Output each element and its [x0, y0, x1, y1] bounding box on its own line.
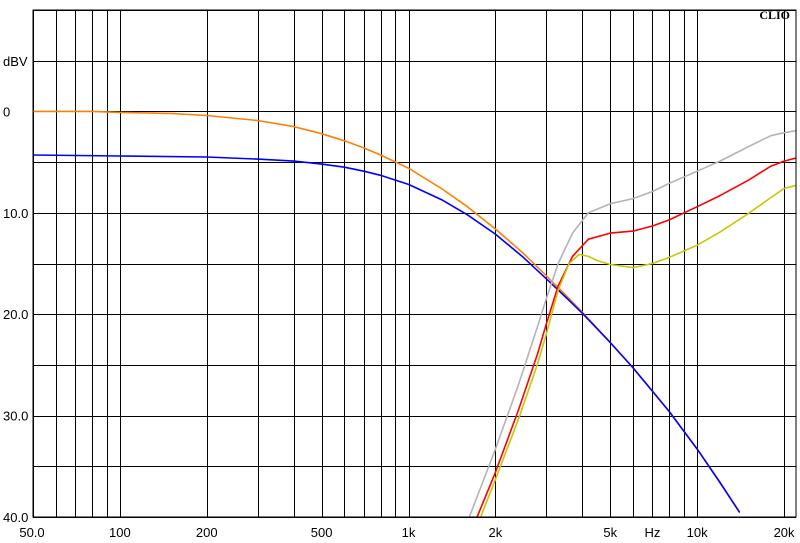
- y-tick-label: 10.0: [3, 206, 28, 221]
- clio-brand-label: CLIO: [759, 8, 790, 22]
- grid: [33, 10, 796, 518]
- x-tick-label: 10k: [687, 525, 708, 540]
- x-tick-label: Hz: [645, 525, 661, 540]
- y-tick-label: 20.0: [3, 307, 28, 322]
- series-line-2: [33, 154, 741, 513]
- y-axis-unit-label: dBV: [3, 54, 28, 69]
- x-tick-label: 200: [196, 525, 218, 540]
- series-line-5: [479, 184, 796, 517]
- x-tick-label: 5k: [603, 525, 617, 540]
- x-tick-label: 2k: [489, 525, 503, 540]
- series-line-3: [476, 157, 796, 517]
- y-tick-labels: 0 10.0 20.0 30.0 40.0: [3, 104, 28, 525]
- y-tick-label: 40.0: [3, 510, 28, 525]
- x-tick-label: 100: [109, 525, 131, 540]
- x-tick-labels: 50.0 100 200 500 1k 2k 5k Hz 10k 20k: [19, 525, 795, 540]
- x-tick-label: 500: [311, 525, 333, 540]
- plot-frame: [32, 9, 797, 518]
- x-tick-label: 1k: [402, 525, 416, 540]
- x-tick-label: 50.0: [19, 525, 44, 540]
- y-tick-label: 30.0: [3, 409, 28, 424]
- y-tick-label: 0: [3, 104, 10, 119]
- series-lines: [33, 110, 796, 517]
- x-tick-label: 20k: [774, 525, 795, 540]
- series-line-4: [468, 129, 796, 517]
